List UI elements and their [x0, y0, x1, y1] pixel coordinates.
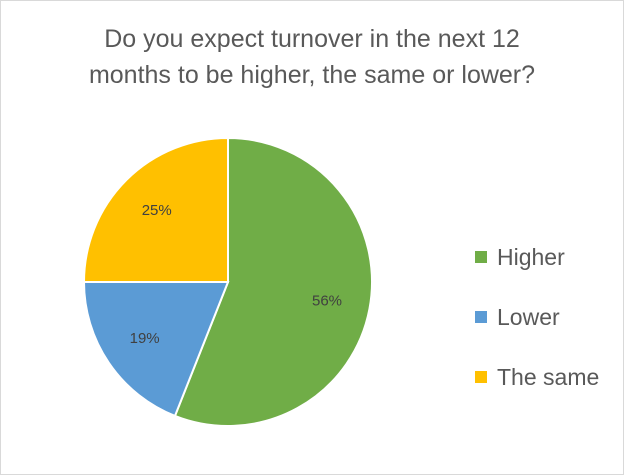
legend-swatch-the-same — [475, 371, 487, 383]
legend-swatch-lower — [475, 311, 487, 323]
data-label-the-same: 25% — [142, 202, 172, 219]
chart-title-line-1: Do you expect turnover in the next 12 — [104, 25, 520, 53]
chart-title: Do you expect turnover in the next 12 mo… — [1, 21, 623, 93]
data-label-lower: 19% — [130, 330, 160, 347]
legend-label-higher: Higher — [497, 244, 565, 270]
pie-slice-the-same — [82, 136, 229, 283]
data-label-higher: 56% — [312, 292, 342, 309]
pie-slice-higher — [173, 136, 373, 427]
legend-label-lower: Lower — [497, 304, 560, 330]
legend-swatch-higher — [475, 251, 487, 263]
chart-title-line-2: months to be higher, the same or lower? — [88, 61, 536, 89]
legend-label-the-same: The same — [497, 364, 600, 390]
pie-slice-lower — [82, 281, 230, 418]
